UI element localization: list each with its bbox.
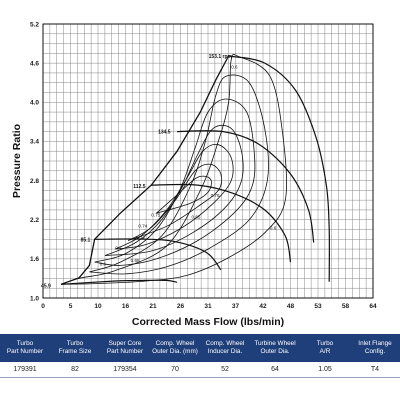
efficiency-label: 0.6 [231, 64, 238, 69]
efficiency-label: 0.65 [192, 214, 201, 219]
header-super-core-part-number: Super Core Part Number [100, 334, 150, 362]
x-tick-label: 21 [149, 303, 157, 310]
efficiency-island-0.65 [89, 74, 269, 275]
efficiency-island-0.7 [94, 98, 256, 266]
efficiency-island-0.6 [60, 53, 287, 285]
x-tick-label: 26 [177, 303, 185, 310]
x-tick-label: 42 [259, 303, 267, 310]
efficiency-label: 0.72 [136, 235, 145, 240]
header-turbine-wheel-outer-dia: Turbine Wheel Outer Dia. [250, 334, 300, 362]
speed-label: 85.1 [81, 237, 91, 243]
header-turbo-ar: Turbo A/R [300, 334, 350, 362]
x-tick-label: 48 [287, 303, 295, 310]
x-tick-labels: 0 5 10 16 21 26 31 37 42 48 53 58 64 [41, 303, 377, 310]
cell-inlet-flange-config: T4 [350, 362, 400, 378]
y-tick-label: 2.8 [30, 178, 39, 185]
header-turbo-part-number: Turbo Part Number [0, 334, 50, 362]
efficiency-island-0.74 [115, 144, 234, 250]
x-tick-label: 0 [41, 303, 45, 310]
cell-turbo-ar: 1.05 [300, 362, 350, 378]
efficiency-island-0.75 [127, 163, 223, 241]
spec-data-row: 179391 82 179354 70 52 64 1.05 T4 [0, 362, 400, 378]
spec-header-row: Turbo Part Number Turbo Frame Size Super C… [0, 334, 400, 362]
cell-super-core-part-number: 179354 [100, 362, 150, 378]
speed-label: 134.5 [158, 130, 171, 136]
efficiency-label: 0.6 [270, 226, 277, 231]
y-tick-label: 5.2 [30, 21, 39, 28]
x-tick-label: 5 [69, 303, 73, 310]
x-tick-label: 37 [232, 303, 240, 310]
cell-comp-wheel-outer-dia: 70 [150, 362, 200, 378]
y-axis-title: Pressure Ratio [11, 124, 23, 198]
x-tick-label: 10 [94, 303, 102, 310]
compressor-map-chart: 1.0 1.6 2.2 2.8 3.4 4.0 4.6 5.2 0 5 10 16 21 26 31 37 4… [11, 21, 377, 328]
efficiency-island-0.76 [156, 175, 212, 214]
turbo-spec-table: Turbo Part Number Turbo Frame Size Super C… [0, 334, 400, 400]
cell-turbine-wheel-outer-dia: 64 [250, 362, 300, 378]
x-tick-label: 53 [314, 303, 322, 310]
x-tick-label: 58 [342, 303, 350, 310]
surge-line [60, 55, 230, 285]
y-tick-label: 4.6 [30, 60, 39, 67]
speed-label: 153.1 rpm [209, 54, 233, 60]
x-tick-label: 31 [204, 303, 212, 310]
efficiency-label: 0.7 [115, 246, 122, 251]
x-axis-title: Corrected Mass Flow (lbs/min) [132, 316, 284, 328]
cell-comp-wheel-inducer-dia: 52 [200, 362, 250, 378]
efficiency-label: 0.74 [138, 224, 147, 229]
efficiency-label: 0.65 [131, 258, 140, 263]
speed-line-2 [151, 183, 292, 263]
header-inlet-flange-config: Inlet Flange Config. [350, 334, 400, 362]
speed-line-4 [228, 55, 330, 282]
y-tick-label: 1.6 [30, 256, 39, 263]
y-tick-label: 2.2 [30, 217, 39, 224]
y-tick-labels: 1.0 1.6 2.2 2.8 3.4 4.0 4.6 5.2 [30, 21, 39, 302]
header-turbo-frame-size: Turbo Frame Size [50, 334, 100, 362]
x-tick-label: 64 [369, 303, 377, 310]
efficiency-label: 0.75 [151, 212, 160, 217]
speed-label: 112.5 [133, 184, 145, 190]
speed-line-3 [177, 130, 315, 243]
plot-frame [42, 23, 374, 299]
efficiency-label: 0.6 [100, 261, 107, 266]
y-tick-label: 1.0 [30, 295, 39, 302]
speed-line-1 [94, 238, 222, 271]
header-comp-wheel-inducer-dia: Comp. Wheel Inducer Dia. [200, 334, 250, 362]
efficiency-island-0.72 [104, 124, 244, 256]
header-comp-wheel-outer-dia: Comp. Wheel Outer Dia. (mm) [150, 334, 200, 362]
y-tick-label: 3.4 [30, 139, 39, 146]
efficiency-islands [60, 53, 287, 285]
efficiency-label: 0.76 [211, 193, 220, 198]
speed-line-0 [60, 279, 178, 285]
chart-value-labels: 45.9 85.1 112.5 134.5 153.1 rpm 0.6 0.65 0.7 0.7… [41, 54, 277, 289]
speed-lines [60, 55, 330, 285]
x-tick-label: 16 [122, 303, 130, 310]
y-tick-label: 4.0 [30, 100, 39, 107]
cell-turbo-part-number: 179391 [0, 362, 50, 378]
spec-table: Turbo Part Number Turbo Frame Size Super C… [0, 334, 400, 378]
cell-turbo-frame-size: 82 [50, 362, 100, 378]
chart-grid [42, 23, 374, 299]
speed-label: 45.9 [41, 283, 51, 289]
